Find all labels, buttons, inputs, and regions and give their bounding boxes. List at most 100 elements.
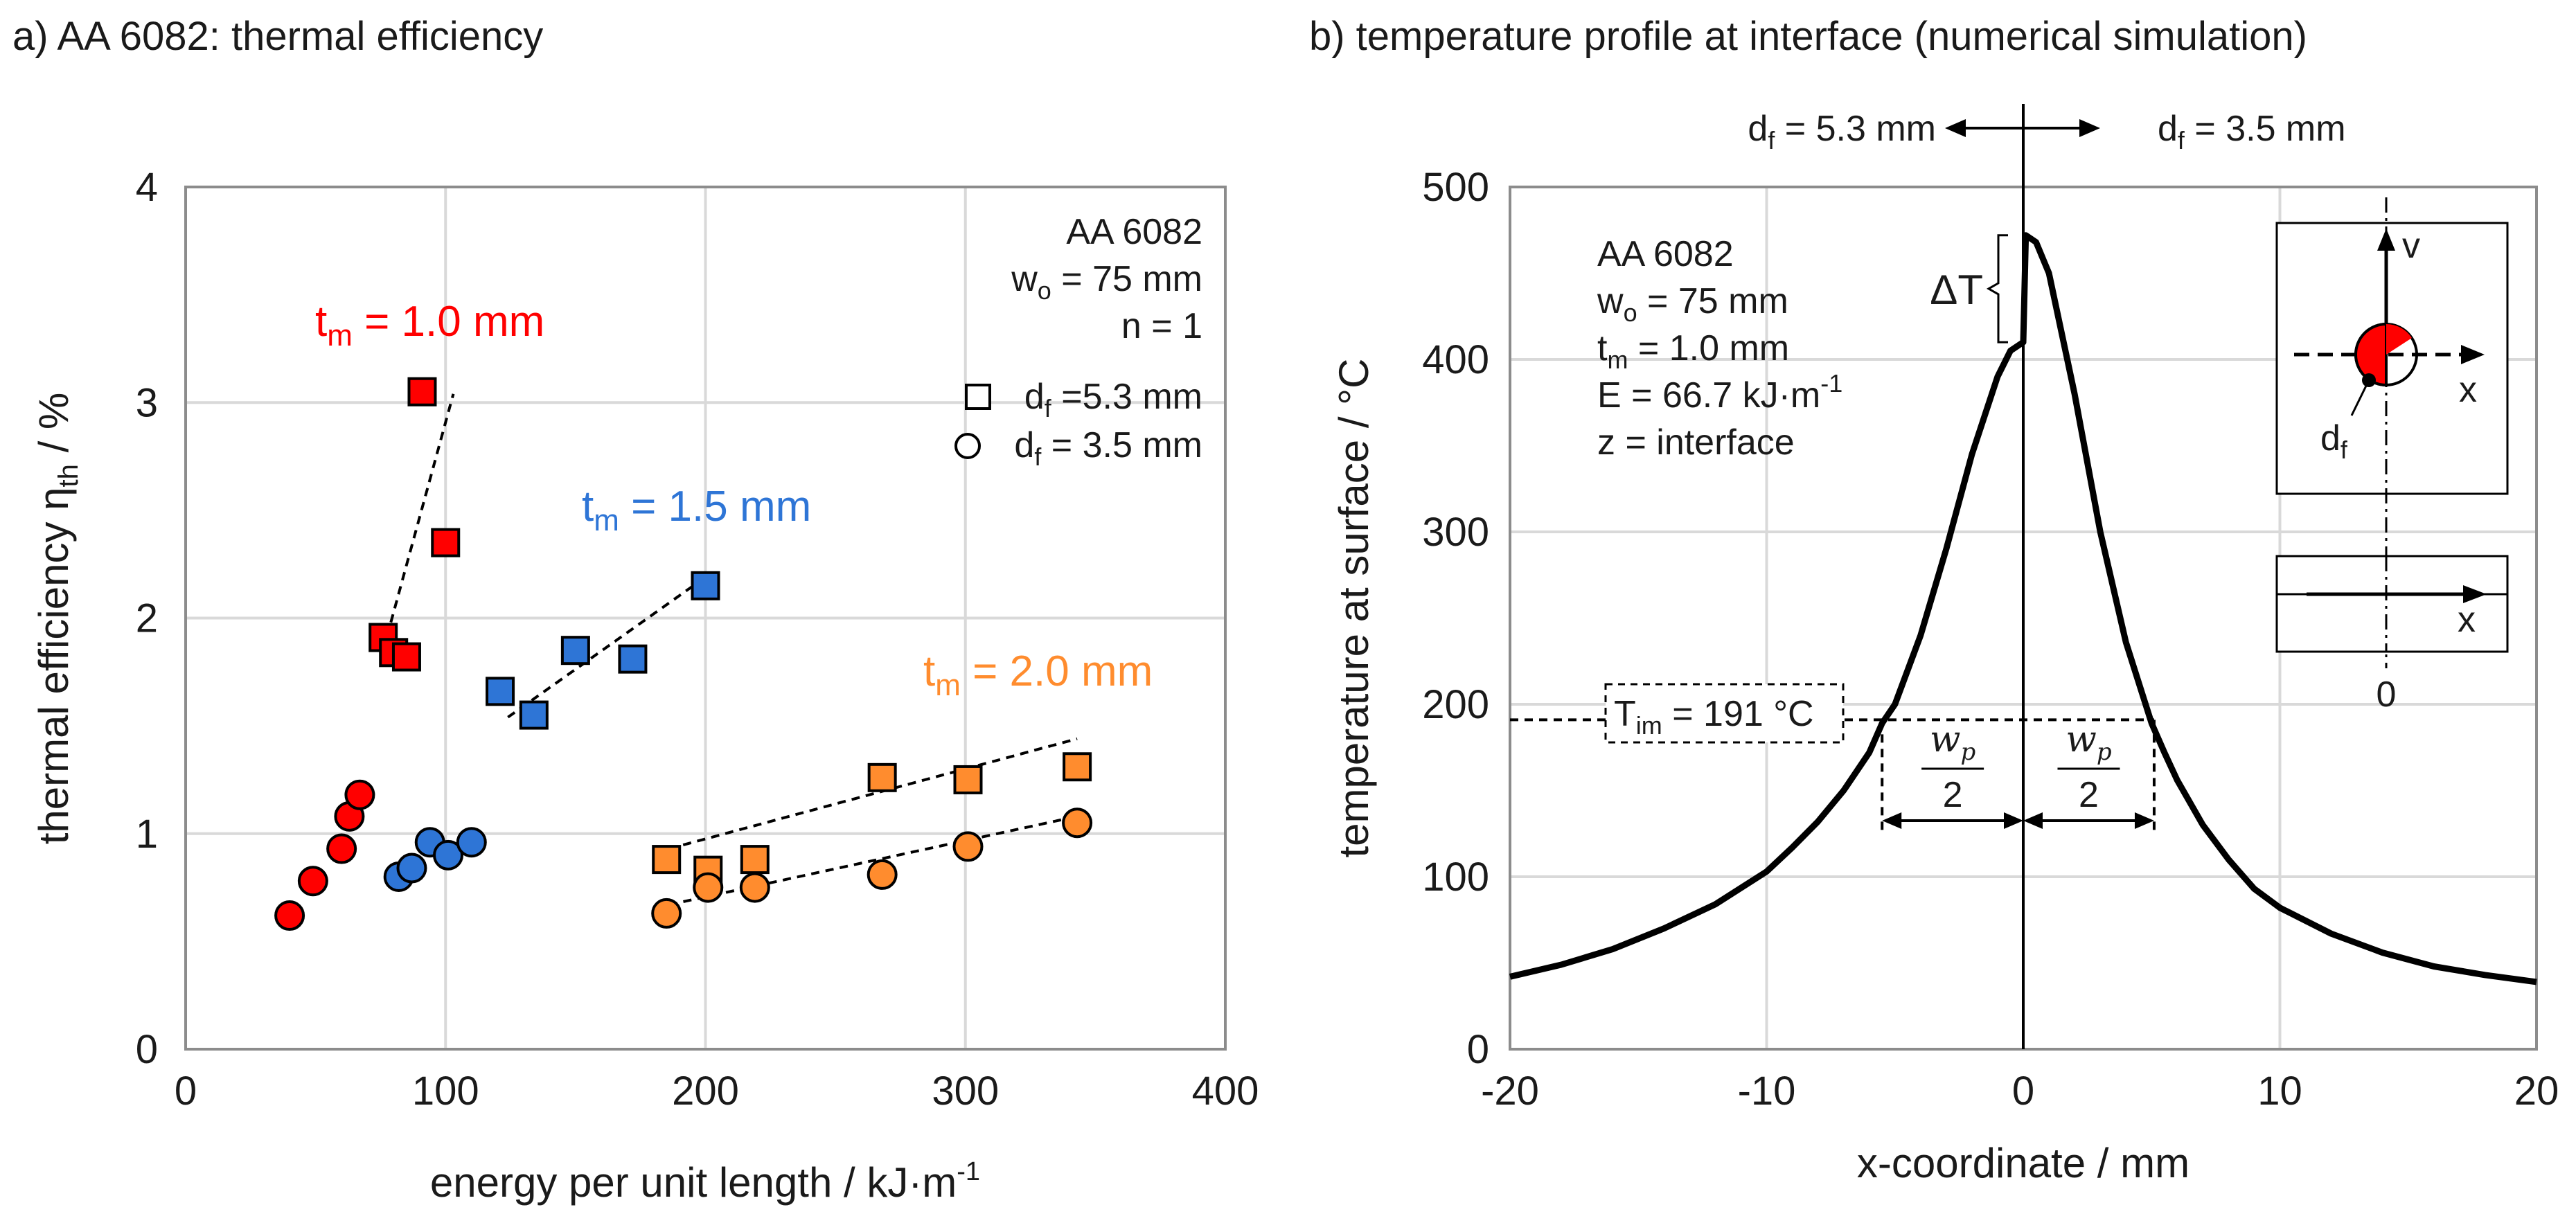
annotation-tm-1-5: tm = 1.5 mm (582, 483, 811, 537)
square-marker (618, 644, 648, 674)
inset-v-arrowhead (2377, 229, 2395, 251)
inset-v-label: v (2402, 226, 2420, 266)
wp-arrowhead-1 (1882, 812, 1902, 829)
x-tick-label: 0 (2012, 1069, 2034, 1114)
circle-marker (651, 898, 682, 929)
info-energy: E = 66.7 kJ·m-1 (1597, 369, 1842, 416)
square-marker (560, 636, 590, 666)
x-tick-label: -20 (1481, 1069, 1539, 1114)
wp-bracket: wp 2 wp 2 (1881, 719, 2156, 831)
t-im-label-box (1604, 683, 1845, 744)
wp-arrowhead-4 (2134, 812, 2154, 829)
panel-b-x-ticks: -20 -10 0 10 20 (1481, 1069, 2559, 1114)
square-marker (486, 677, 515, 706)
wp-fraction-left: wp 2 (1921, 719, 1984, 815)
circle-marker (952, 831, 984, 862)
inset-side-view-box (2275, 555, 2509, 653)
direction-label-left: df = 5.3 mm (1748, 109, 1936, 154)
inset-diagram: x v df x 0 (2275, 197, 2509, 715)
annotation-tm-1-0: tm = 1.0 mm (315, 298, 544, 352)
y-tick-label: 0 (1467, 1027, 1489, 1072)
panel-b-info-block: AA 6082 wo = 75 mm tm = 1.0 mm E = 66.7 … (1597, 234, 1842, 463)
inset-x-label: x (2459, 370, 2477, 410)
x-tick-label: 100 (412, 1069, 479, 1114)
inset-x-label-bottom: x (2458, 600, 2476, 640)
panel-a-y-axis-label: thermal efficiency ηth / % (30, 393, 84, 845)
panel-a-x-ticks: 0 100 200 300 400 (175, 1069, 1259, 1114)
panel-a-legend: AA 6082 wo = 75 mm n = 1 df =5.3 mm df =… (954, 212, 1202, 471)
panel-b-x-axis-label: x-coordinate / mm (1857, 1140, 2189, 1186)
x-tick-label: -10 (1738, 1069, 1796, 1114)
inset-df-leader (2350, 380, 2370, 416)
inset-x-arrowhead (2461, 345, 2485, 364)
y-tick-label: 0 (136, 1027, 158, 1072)
right-arrowhead (2079, 119, 2100, 137)
annotation-tm-2-0: tm = 2.0 mm (923, 648, 1153, 702)
y-tick-label: 3 (136, 380, 158, 425)
x-tick-label: 0 (175, 1069, 197, 1114)
x-tick-label: 20 (2514, 1069, 2559, 1114)
x-tick-label: 200 (672, 1069, 739, 1114)
delta-t-bracket (1986, 234, 2008, 343)
inset-zero-label: 0 (2377, 675, 2397, 715)
y-tick-label: 100 (1422, 855, 1489, 900)
info-thickness: tm = 1.0 mm (1597, 328, 1789, 374)
panel-a-markers (274, 377, 1093, 931)
panel-a-title: a) AA 6082: thermal efficiency (12, 14, 543, 59)
x-tick-label: 300 (932, 1069, 999, 1114)
circle-marker (274, 900, 305, 931)
wp-arrowhead-2 (2004, 812, 2023, 829)
y-tick-label: 4 (136, 165, 158, 210)
wp-left-numerator: wp (1930, 719, 1975, 766)
inset-df-label: df (2320, 418, 2348, 464)
circle-marker (867, 859, 898, 890)
circle-marker (693, 872, 724, 903)
circle-marker (326, 833, 357, 864)
legend-square-label: df =5.3 mm (1024, 377, 1202, 422)
info-width: wo = 75 mm (1597, 281, 1788, 327)
legend-material: AA 6082 (1066, 212, 1202, 252)
inset-tool-shoulder (2354, 322, 2388, 387)
circle-marker (456, 827, 487, 858)
square-marker (691, 571, 720, 600)
circle-marker (433, 839, 464, 871)
square-marker (431, 528, 461, 557)
legend-width: wo = 75 mm (1011, 259, 1202, 305)
inset-side-arrowhead (2463, 585, 2487, 603)
legend-passes: n = 1 (1121, 306, 1202, 346)
y-tick-label: 300 (1422, 510, 1489, 555)
y-tick-label: 1 (136, 812, 158, 857)
direction-indicator: df = 5.3 mm df = 3.5 mm (1748, 109, 2345, 154)
square-marker (1063, 752, 1092, 782)
wp-arrowhead-3 (2023, 812, 2043, 829)
square-marker (519, 700, 549, 730)
circle-marker (739, 872, 770, 903)
trendline-5 (668, 814, 1078, 907)
panel-b: b) temperature profile at interface (num… (1309, 14, 2559, 1186)
t-im-label: Tim = 191 °C (1614, 694, 1814, 740)
y-tick-label: 200 (1422, 682, 1489, 727)
direction-label-right: df = 3.5 mm (2158, 109, 2346, 154)
square-marker (391, 642, 421, 672)
square-marker (652, 845, 682, 875)
wp-right-numerator: wp (2066, 719, 2111, 766)
y-tick-label: 400 (1422, 337, 1489, 382)
panel-a-x-axis-label: energy per unit length / kJ·m-1 (430, 1157, 980, 1206)
square-marker (953, 765, 983, 794)
panel-a-trendlines (382, 393, 1078, 907)
panel-a: a) AA 6082: thermal efficiency 0 1 2 3 4 0 10… (12, 14, 1259, 1206)
temperature-profile-line (1509, 232, 2537, 985)
trendline-2 (507, 575, 707, 719)
y-tick-label: 2 (136, 596, 158, 641)
left-arrowhead (1945, 119, 1966, 137)
panel-a-gridlines (184, 186, 1227, 1051)
square-marker (867, 762, 897, 792)
square-marker (740, 845, 770, 875)
wp-left-denominator: 2 (1943, 775, 1963, 815)
circle-marker (297, 866, 328, 897)
panel-a-plot-frame (184, 186, 1227, 1051)
info-z: z = interface (1597, 422, 1795, 463)
wp-right-denominator: 2 (2079, 775, 2099, 815)
y-tick-label: 500 (1422, 165, 1489, 210)
